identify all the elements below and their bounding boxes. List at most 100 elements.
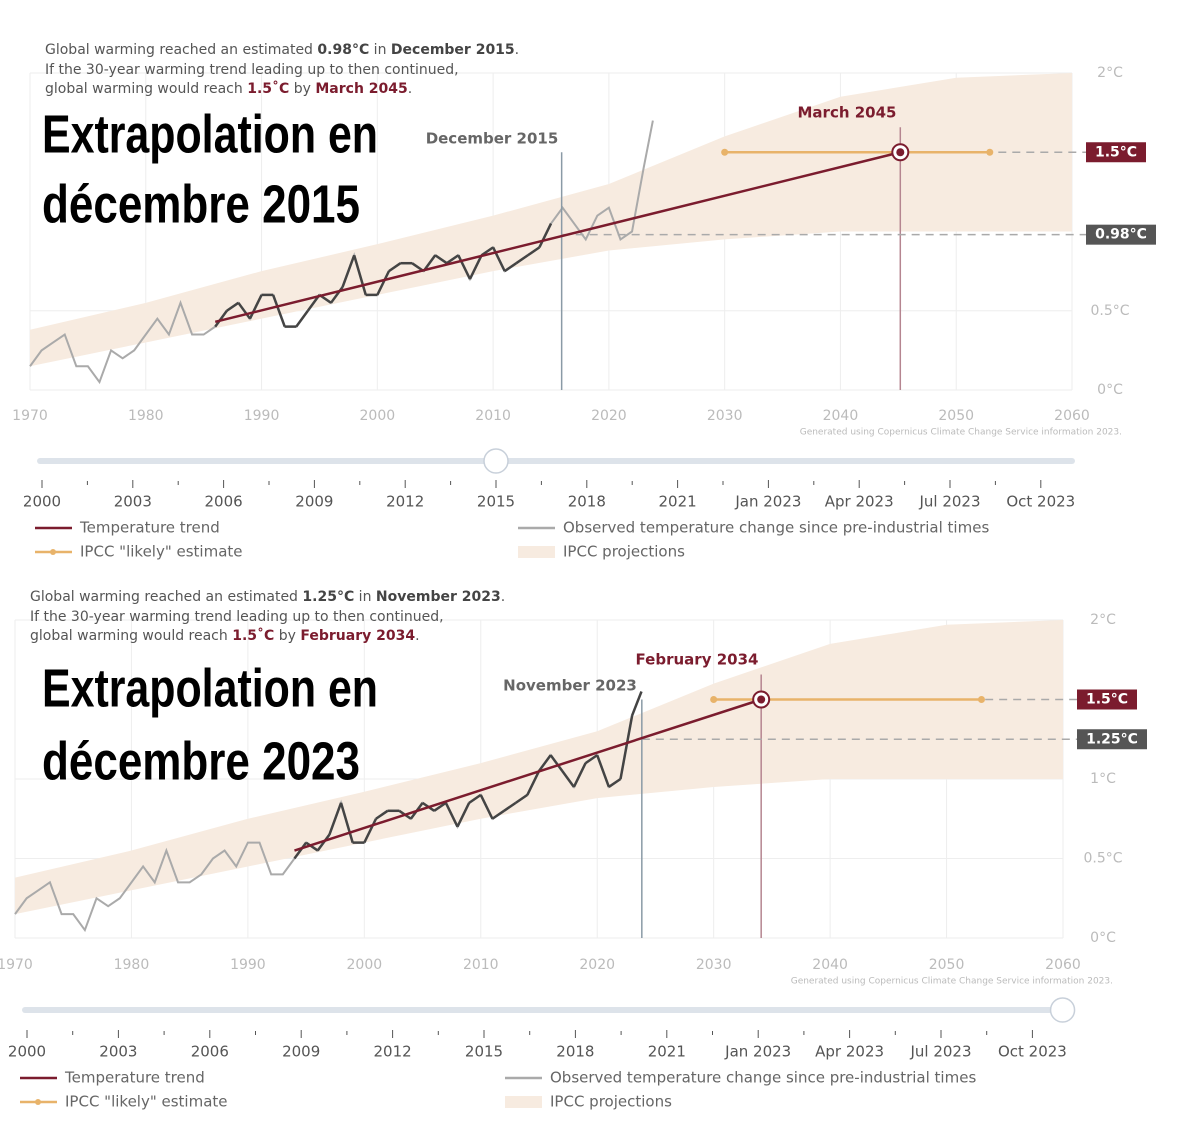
projection-band <box>15 620 1063 915</box>
cursor-annotation: November 2023 <box>503 677 637 695</box>
likely-point <box>986 148 994 156</box>
x-tick-label: 2020 <box>579 957 615 973</box>
y-tick-label: 1°C <box>1090 771 1116 787</box>
observed-window-segment <box>248 294 263 320</box>
legend-swatch <box>505 1096 542 1108</box>
observed-window-segment <box>388 262 402 273</box>
caption-segment: February 2034 <box>300 628 415 644</box>
observed-window-segment <box>352 254 367 296</box>
legend-label: IPCC "likely" estimate <box>80 543 243 561</box>
legend-label: Temperature trend <box>79 519 220 537</box>
threshold-tag <box>1086 142 1146 163</box>
slider-label: 2009 <box>282 1043 320 1061</box>
x-tick-label: 2060 <box>1054 408 1090 424</box>
observed-window-segment <box>376 270 391 296</box>
observed-window-segment <box>214 310 228 328</box>
x-tick-label: 2050 <box>929 957 965 973</box>
likely-point <box>977 696 985 703</box>
slider-label: Oct 2023 <box>1006 493 1075 511</box>
slider-handle[interactable] <box>1049 997 1076 1023</box>
x-tick-label: 2010 <box>463 957 499 973</box>
observed-window-segment <box>434 254 448 265</box>
legend-swatch <box>518 546 555 558</box>
observed-window-segment <box>491 809 505 820</box>
slider-label: 2000 <box>23 493 61 511</box>
observed-window-segment <box>316 833 331 852</box>
observed-window-segment <box>468 254 483 280</box>
overlay-title: décembre 2023 <box>42 731 360 791</box>
x-tick-label: 2040 <box>823 408 859 424</box>
cursor-annotation: December 2015 <box>426 130 559 148</box>
slider-label: 2015 <box>465 1043 503 1061</box>
slider-handle[interactable] <box>483 448 509 474</box>
observed-window-segment <box>328 802 343 836</box>
overlay-title: décembre 2015 <box>42 174 360 234</box>
caption-segment: global warming would reach <box>30 628 232 644</box>
legend-label: IPCC "likely" estimate <box>65 1093 228 1111</box>
observed-window-segment <box>503 801 517 812</box>
observed-window-segment <box>561 770 575 788</box>
observed-window-segment <box>457 254 472 280</box>
x-tick-label: 1990 <box>244 408 280 424</box>
observed-window-segment <box>527 246 541 257</box>
caption-segment: in <box>369 42 391 58</box>
trend-line <box>214 151 901 324</box>
credit: Generated using Copernicus Climate Chang… <box>791 977 1113 987</box>
observed-window-segment <box>537 754 552 772</box>
legend-label: IPCC projections <box>563 543 685 561</box>
observed-window-segment <box>375 809 389 820</box>
threshold-label: 1.5°C <box>1086 692 1128 708</box>
target-marker-dot <box>757 695 766 704</box>
slider-label: 2006 <box>205 493 243 511</box>
observed-window-segment <box>572 762 587 788</box>
observed-window-segment <box>363 818 378 844</box>
slider-label: 2015 <box>477 493 515 511</box>
credit: Generated using Copernicus Climate Chang… <box>800 428 1122 438</box>
threshold-tag <box>1077 689 1137 710</box>
overlay-title: Extrapolation en <box>42 658 378 718</box>
observed-window-segment <box>479 794 494 820</box>
observed-window-segment <box>526 770 541 796</box>
observed-window-segment <box>446 254 460 265</box>
caption-segment: . <box>515 42 519 58</box>
caption-segment: 1.5˚C <box>247 80 289 97</box>
slider-label: Jan 2023 <box>734 493 801 511</box>
slider-label: 2018 <box>556 1043 594 1061</box>
caption-segment: in <box>354 589 376 605</box>
current-tag <box>1086 224 1156 245</box>
projection-band <box>30 73 1072 367</box>
slider-label: 2000 <box>8 1043 46 1061</box>
caption-segment: 1.5˚C <box>232 627 274 644</box>
slider-label: 2012 <box>386 493 424 511</box>
slider-label: Jul 2023 <box>918 493 980 511</box>
caption-segment: by <box>274 628 300 644</box>
x-tick-label: 2010 <box>475 408 511 424</box>
caption-line: If the 30-year warming trend leading up … <box>30 609 444 625</box>
legend-label: Temperature trend <box>64 1069 205 1087</box>
observed-window-segment <box>237 302 251 320</box>
observed-window-segment <box>456 802 471 828</box>
observed-window-segment <box>608 777 622 788</box>
observed-window-segment <box>433 801 447 812</box>
observed-window-segment <box>503 262 517 273</box>
caption-segment: Global warming reached an estimated <box>30 589 302 605</box>
slider-label: Apr 2023 <box>815 1043 884 1061</box>
caption-segment: by <box>289 81 315 97</box>
caption-segment: . <box>408 81 412 97</box>
slider-label: Apr 2023 <box>825 493 894 511</box>
observed-window-segment <box>468 793 482 804</box>
current-tag <box>1077 729 1147 750</box>
observed-window-segment <box>341 254 356 288</box>
slider-label: 2009 <box>295 493 333 511</box>
observed-window-segment <box>480 246 494 257</box>
caption-line: global warming would reach 1.5˚C by Marc… <box>45 80 412 97</box>
legend-label: Observed temperature change since pre-in… <box>550 1069 976 1087</box>
caption-segment: global warming would reach <box>45 81 247 97</box>
x-tick-label: 2020 <box>591 408 627 424</box>
y-tick-label: 0°C <box>1097 382 1123 398</box>
caption-segment: Global warming reached an estimated <box>45 42 317 58</box>
x-tick-label: 2030 <box>707 408 743 424</box>
legend-dot <box>35 1099 41 1105</box>
observed-window-segment <box>305 841 319 852</box>
caption-segment: March 2045 <box>315 81 407 97</box>
